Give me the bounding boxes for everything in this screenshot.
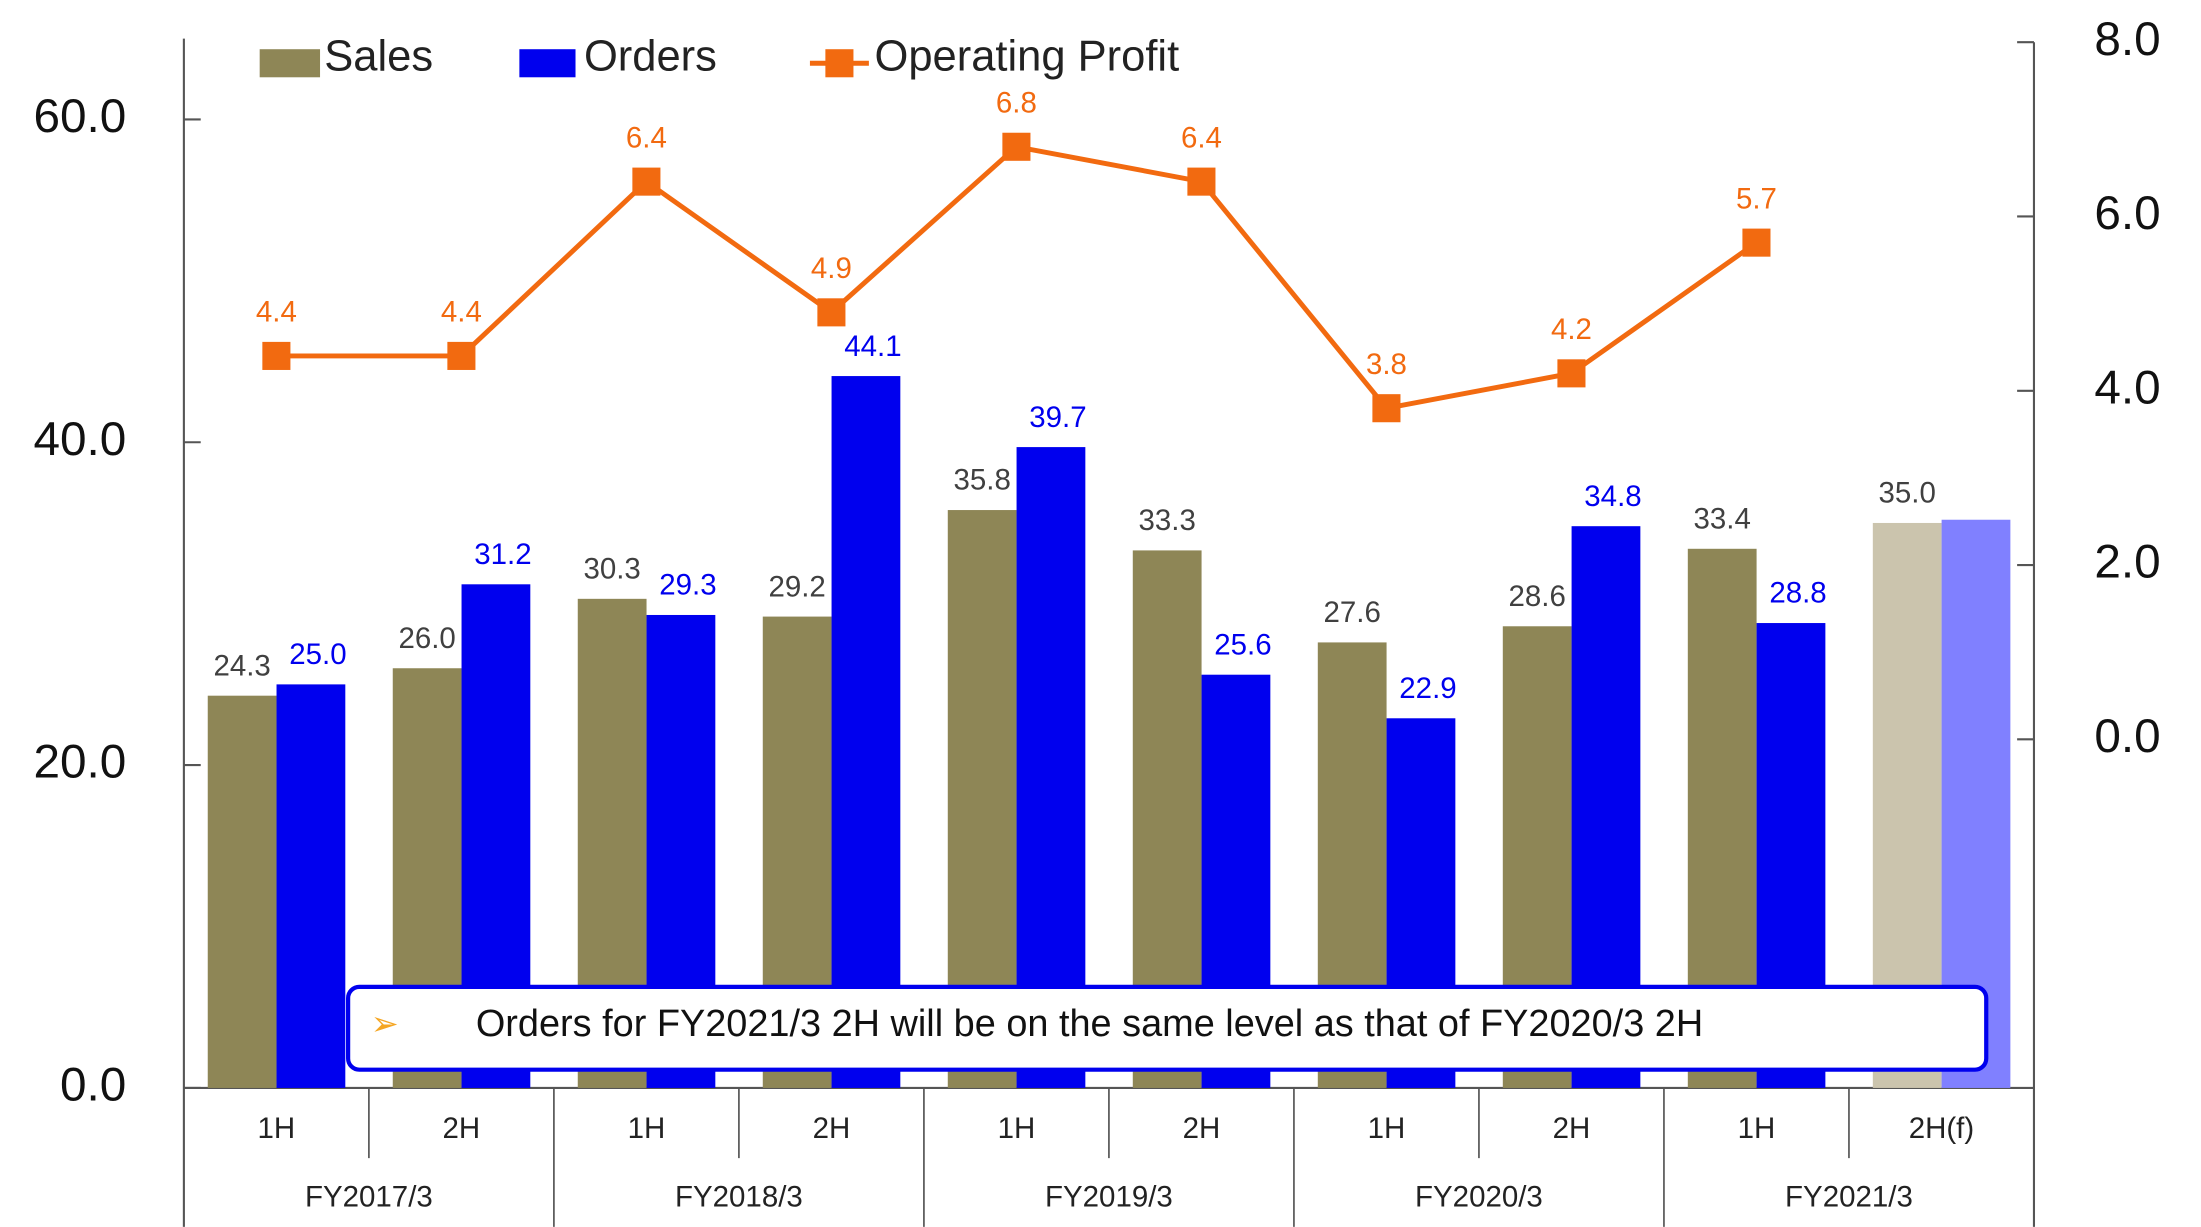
annotation: ➢ Orders for FY2021/3 2H will be on the …: [346, 984, 1989, 1072]
line-marker: [1742, 228, 1771, 257]
y-tick-label: 20.0: [33, 736, 126, 789]
line-marker: [1187, 167, 1216, 196]
data-label: 4.4: [441, 296, 482, 329]
data-label: 28.6: [1509, 580, 1566, 613]
line-marker: [447, 341, 476, 370]
data-label: 39.7: [1029, 401, 1086, 434]
bar: [276, 684, 346, 1088]
x-tick-label: 1H: [258, 1112, 296, 1145]
y2-tick-label: 2.0: [2094, 536, 2160, 589]
data-label: 35.8: [953, 464, 1010, 497]
line-marker: [1372, 394, 1401, 423]
x-tick-label: 1H: [628, 1112, 666, 1145]
group-label: FY2018/3: [675, 1181, 803, 1214]
y2-tick-label: 6.0: [2094, 187, 2160, 240]
x-tick-label: 2H(f): [1909, 1112, 1975, 1145]
line-marker: [1002, 132, 1031, 161]
data-label: 27.6: [1324, 596, 1381, 629]
y2-tick-label: 4.0: [2094, 361, 2160, 414]
annotation-box: [346, 984, 1989, 1072]
line-marker: [632, 167, 661, 196]
legend-label: Sales: [324, 33, 433, 81]
y-tick-label: 60.0: [33, 90, 126, 143]
data-label: 6.4: [626, 121, 667, 154]
legend-label: Operating Profit: [875, 33, 1180, 81]
data-label: 4.2: [1551, 313, 1592, 346]
x-tick-label: 2H: [443, 1112, 481, 1145]
data-label: 25.0: [289, 638, 346, 671]
data-label: 4.4: [256, 296, 297, 329]
group-label: FY2019/3: [1045, 1181, 1173, 1214]
data-label: 6.4: [1181, 121, 1222, 154]
group-label: FY2021/3: [1785, 1181, 1913, 1214]
line-marker: [817, 298, 846, 327]
data-label: 33.4: [1694, 502, 1751, 535]
legend-marker: [825, 49, 854, 78]
y-tick-label: 40.0: [33, 413, 126, 466]
data-label: 4.9: [811, 252, 852, 285]
x-tick-label: 1H: [1738, 1112, 1776, 1145]
data-label: 28.8: [1769, 577, 1826, 610]
x-tick-label: 2H: [813, 1112, 851, 1145]
y2-tick-label: 8.0: [2094, 13, 2160, 66]
data-label: 44.1: [844, 330, 901, 363]
y2-tick-label: 0.0: [2094, 710, 2160, 763]
data-label: 33.3: [1138, 504, 1195, 537]
group-label: FY2020/3: [1415, 1181, 1543, 1214]
data-label: 31.2: [474, 538, 531, 571]
data-label: 26.0: [398, 622, 455, 655]
data-label: 30.3: [583, 553, 640, 586]
line-marker: [262, 341, 291, 370]
legend-swatch: [259, 49, 321, 78]
data-label: 5.7: [1736, 182, 1777, 215]
x-tick-label: 1H: [1368, 1112, 1406, 1145]
data-label: 35.0: [1879, 477, 1936, 510]
bar: [831, 376, 901, 1088]
data-label: 29.3: [659, 569, 716, 602]
data-label: 25.6: [1214, 628, 1271, 661]
legend-swatch: [519, 49, 576, 78]
data-label: 29.2: [768, 570, 825, 603]
bar: [207, 695, 277, 1088]
data-label: 24.3: [213, 649, 270, 682]
y-tick-label: 0.0: [60, 1059, 126, 1112]
x-tick-label: 2H: [1553, 1112, 1591, 1145]
data-label: 3.8: [1366, 348, 1407, 381]
group-label: FY2017/3: [305, 1181, 433, 1214]
bullet: ➢: [371, 1006, 399, 1043]
data-label: 34.8: [1584, 480, 1641, 513]
bar: [1016, 447, 1086, 1088]
x-tick-label: 2H: [1183, 1112, 1221, 1145]
line-marker: [1557, 359, 1586, 388]
legend-label: Orders: [584, 33, 717, 81]
x-tick-label: 1H: [998, 1112, 1036, 1145]
data-label: 22.9: [1399, 672, 1456, 705]
data-label: 6.8: [996, 86, 1037, 119]
annotation-text: Orders for FY2021/3 2H will be on the sa…: [476, 1003, 1703, 1045]
